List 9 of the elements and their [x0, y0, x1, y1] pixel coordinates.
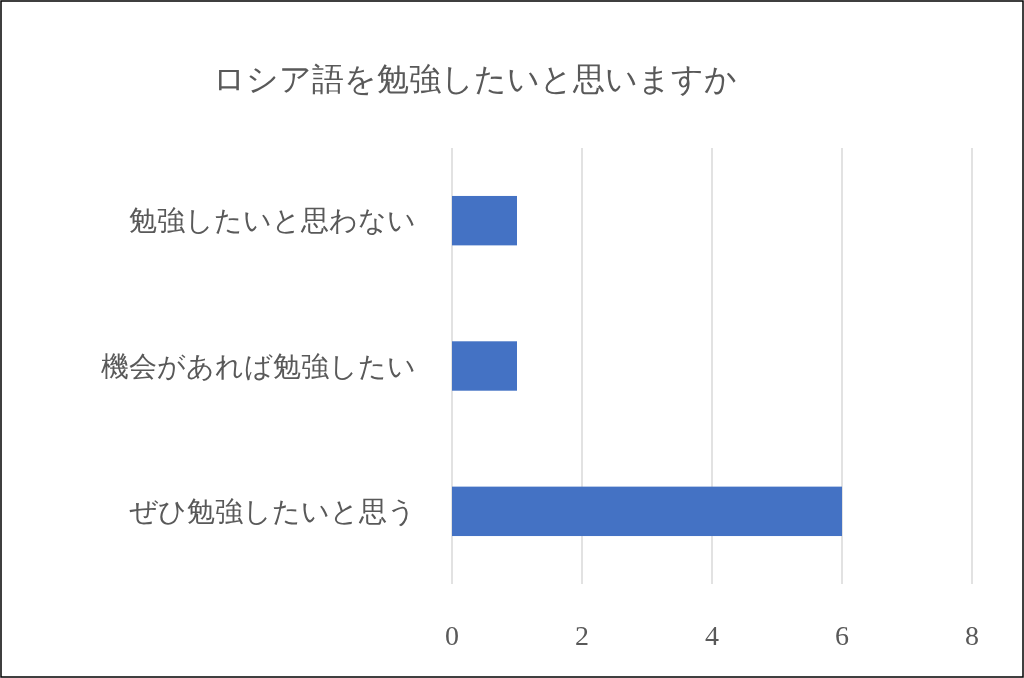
x-tick-label: 0 — [445, 620, 459, 651]
x-tick-label: 4 — [705, 620, 719, 651]
x-tick-label: 6 — [835, 620, 849, 651]
y-tick-label: ぜひ勉強したいと思う — [129, 495, 416, 527]
y-tick-label: 勉強したいと思わない — [129, 205, 416, 237]
x-tick-label: 2 — [575, 620, 589, 651]
chart-title: ロシア語を勉強したいと思いますか — [213, 61, 737, 97]
y-tick-label: 機会があれば勉強したい — [101, 350, 416, 382]
x-tick-label: 8 — [965, 620, 979, 651]
